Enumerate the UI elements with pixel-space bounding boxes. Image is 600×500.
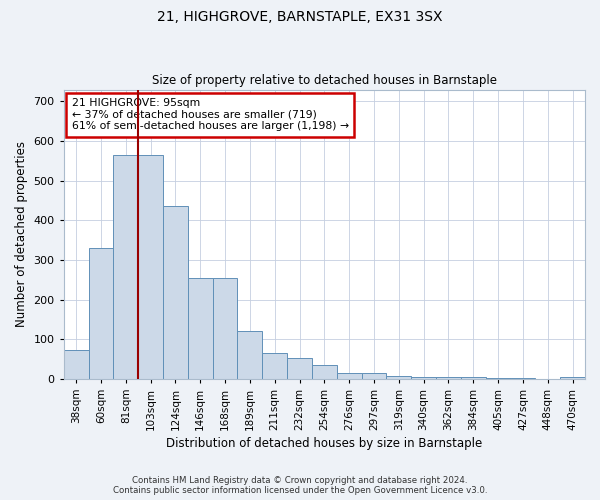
Bar — [362, 373, 386, 379]
Bar — [486, 378, 511, 379]
Bar — [138, 155, 163, 379]
Bar — [312, 365, 337, 379]
Bar — [436, 377, 461, 379]
Bar — [386, 376, 411, 379]
Bar — [113, 155, 138, 379]
X-axis label: Distribution of detached houses by size in Barnstaple: Distribution of detached houses by size … — [166, 437, 482, 450]
Bar — [163, 206, 188, 379]
Bar — [212, 278, 238, 379]
Bar — [262, 353, 287, 379]
Text: Contains HM Land Registry data © Crown copyright and database right 2024.
Contai: Contains HM Land Registry data © Crown c… — [113, 476, 487, 495]
Title: Size of property relative to detached houses in Barnstaple: Size of property relative to detached ho… — [152, 74, 497, 87]
Y-axis label: Number of detached properties: Number of detached properties — [15, 141, 28, 327]
Bar — [337, 373, 362, 379]
Bar — [461, 377, 486, 379]
Bar — [238, 332, 262, 379]
Bar — [511, 378, 535, 379]
Bar — [287, 358, 312, 379]
Bar — [188, 278, 212, 379]
Bar — [89, 248, 113, 379]
Bar — [560, 377, 585, 379]
Text: 21 HIGHGROVE: 95sqm
← 37% of detached houses are smaller (719)
61% of semi-detac: 21 HIGHGROVE: 95sqm ← 37% of detached ho… — [71, 98, 349, 132]
Bar — [64, 350, 89, 379]
Text: 21, HIGHGROVE, BARNSTAPLE, EX31 3SX: 21, HIGHGROVE, BARNSTAPLE, EX31 3SX — [157, 10, 443, 24]
Bar — [411, 377, 436, 379]
